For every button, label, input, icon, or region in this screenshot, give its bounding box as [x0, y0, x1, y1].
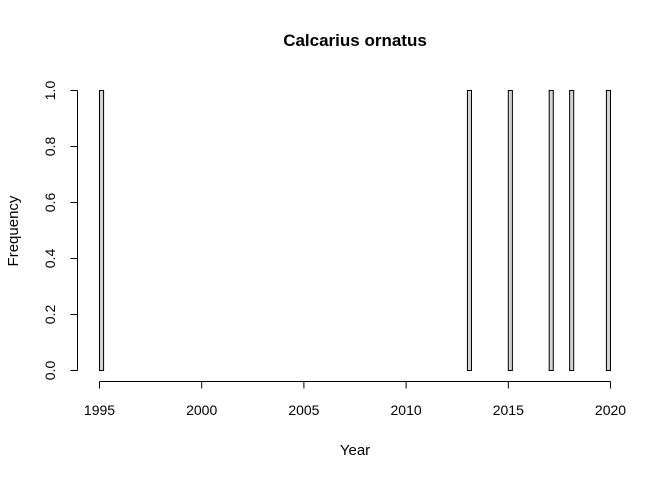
x-tick-label: 2000	[186, 402, 217, 418]
y-tick-label: 0.4	[42, 249, 58, 269]
y-tick-label: 0.2	[42, 305, 58, 325]
x-tick-label: 2005	[288, 402, 319, 418]
y-axis: 0.0 0.2 0.4 0.6 0.8 1.0	[42, 81, 78, 381]
histogram-bar	[548, 90, 554, 371]
y-tick-label: 1.0	[42, 81, 58, 101]
histogram-bar	[466, 90, 473, 371]
y-tick-label: 0.6	[42, 193, 58, 213]
x-axis-label: Year	[340, 442, 370, 459]
histogram-bar	[605, 90, 611, 371]
y-tick-label: 0.0	[42, 361, 58, 381]
x-tick-label: 2015	[493, 402, 524, 418]
y-tick-label: 0.8	[42, 137, 58, 157]
x-tick-label: 2020	[595, 402, 626, 418]
x-tick-label: 2010	[391, 402, 422, 418]
histogram-bar	[99, 90, 105, 371]
chart-title: Calcarius ornatus	[283, 31, 427, 50]
histogram-bar	[569, 90, 575, 371]
bars-layer	[99, 90, 611, 371]
x-tick-label: 1995	[84, 402, 115, 418]
y-axis-label: Frequency	[5, 195, 22, 266]
histogram-bar	[507, 90, 513, 371]
x-axis: 1995 2000 2005 2010 2015 2020	[84, 381, 626, 418]
